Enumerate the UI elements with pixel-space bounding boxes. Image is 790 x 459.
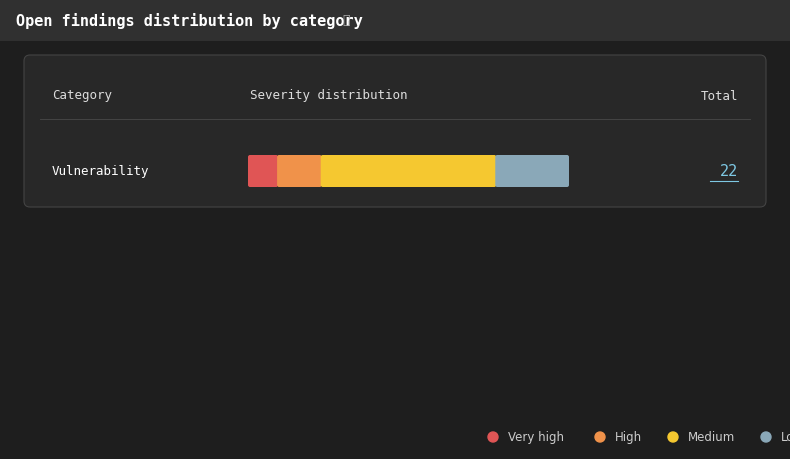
FancyBboxPatch shape [277,156,322,188]
Text: Open findings distribution by category: Open findings distribution by category [16,13,363,29]
Circle shape [668,432,678,442]
Text: High: High [615,431,642,443]
Circle shape [761,432,771,442]
Text: Vulnerability: Vulnerability [52,165,149,178]
Text: Medium: Medium [688,431,735,443]
Text: Total: Total [701,90,738,102]
Circle shape [488,432,498,442]
Text: 22: 22 [720,164,738,179]
Text: Very high: Very high [508,431,564,443]
FancyBboxPatch shape [321,156,496,188]
FancyBboxPatch shape [248,156,278,188]
FancyBboxPatch shape [495,156,569,188]
Circle shape [595,432,605,442]
FancyBboxPatch shape [24,56,766,207]
FancyBboxPatch shape [0,0,790,42]
Text: ⓘ: ⓘ [342,15,349,28]
Text: Low: Low [781,431,790,443]
Text: Category: Category [52,90,112,102]
Text: Severity distribution: Severity distribution [250,90,408,102]
